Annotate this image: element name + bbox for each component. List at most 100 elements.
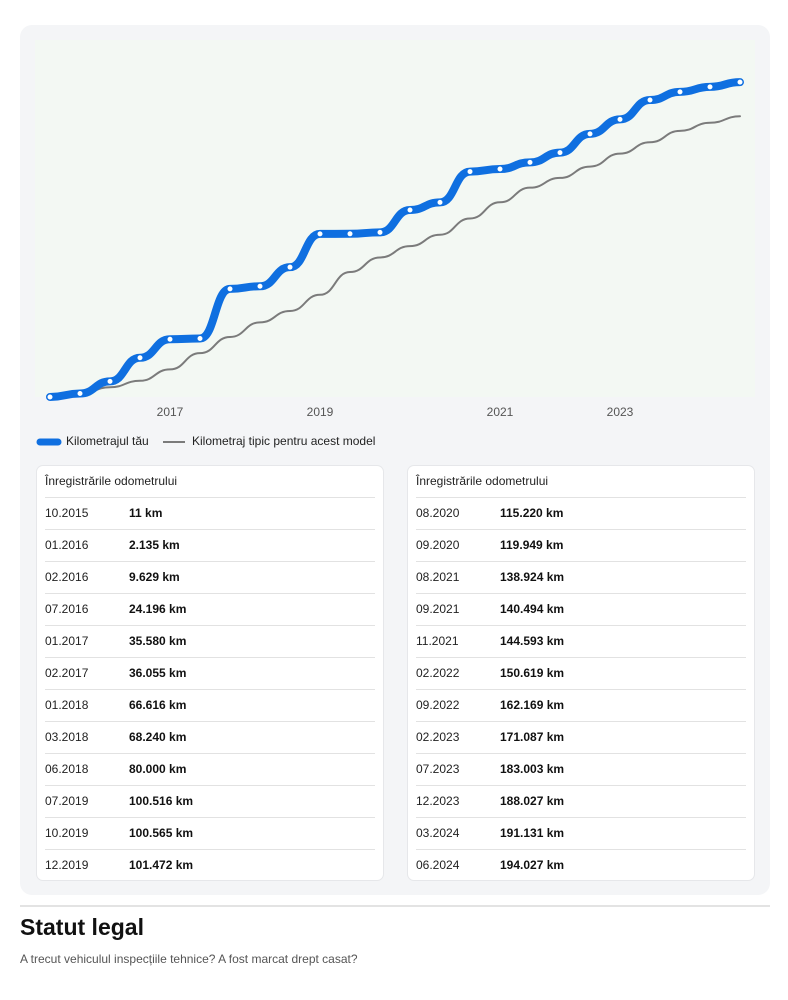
- record-value: 100.565 km: [129, 826, 194, 840]
- record-date: 11.2021: [416, 634, 459, 648]
- record-row: 10.2015 11 km: [45, 498, 375, 530]
- record-row: 09.2020 119.949 km: [416, 530, 746, 562]
- record-row: 01.2018 66.616 km: [45, 690, 375, 722]
- record-value: 24.196 km: [129, 602, 187, 616]
- records-table: Înregistrările odometrului 10.2015 11 km 0…: [37, 466, 383, 880]
- record-row: 07.2023 183.003 km: [416, 754, 746, 786]
- data-point: [136, 354, 144, 362]
- record-date: 06.2018: [45, 762, 89, 776]
- data-point: [376, 228, 384, 236]
- record-date: 12.2023: [416, 794, 460, 808]
- record-row: 02.2022 150.619 km: [416, 658, 746, 690]
- record-date: 08.2021: [416, 570, 460, 584]
- record-value: 194.027 km: [500, 858, 565, 872]
- data-point: [346, 230, 354, 238]
- record-date: 03.2018: [45, 730, 89, 744]
- record-row: 10.2019 100.565 km: [45, 818, 375, 850]
- record-value: 9.629 km: [129, 570, 180, 584]
- record-date: 09.2021: [416, 602, 460, 616]
- record-value: 150.619 km: [500, 666, 565, 680]
- record-date: 12.2019: [45, 858, 89, 872]
- divider: [20, 905, 770, 907]
- record-row: 03.2024 191.131 km: [416, 818, 746, 850]
- data-point: [226, 285, 234, 293]
- record-row: 09.2021 140.494 km: [416, 594, 746, 626]
- record-date: 01.2018: [45, 698, 89, 712]
- record-row: 08.2020 115.220 km: [416, 498, 746, 530]
- data-point: [646, 96, 654, 104]
- data-point: [526, 158, 534, 166]
- data-point: [436, 198, 444, 206]
- data-point: [76, 390, 84, 398]
- data-point: [286, 263, 294, 271]
- record-value: 171.087 km: [500, 730, 565, 744]
- x-tick-label: 2021: [487, 405, 514, 419]
- record-row: 06.2024 194.027 km: [416, 850, 746, 881]
- x-tick-label: 2023: [607, 405, 634, 419]
- record-row: 01.2017 35.580 km: [45, 626, 375, 658]
- record-date: 10.2015: [45, 506, 89, 520]
- record-row: 12.2023 188.027 km: [416, 786, 746, 818]
- record-row: 06.2018 80.000 km: [45, 754, 375, 786]
- record-value: 66.616 km: [129, 698, 187, 712]
- x-tick-label: 2019: [307, 405, 334, 419]
- record-value: 115.220 km: [500, 506, 564, 520]
- record-value: 36.055 km: [129, 666, 187, 680]
- record-value: 191.131 km: [500, 826, 565, 840]
- data-point: [166, 335, 174, 343]
- record-row: 01.2016 2.135 km: [45, 530, 375, 562]
- x-tick-label: 2017: [157, 405, 184, 419]
- record-date: 02.2022: [416, 666, 460, 680]
- data-point: [406, 206, 414, 214]
- record-value: 100.516 km: [129, 794, 194, 808]
- record-row: 07.2016 24.196 km: [45, 594, 375, 626]
- data-point: [736, 78, 744, 86]
- typical-line: [49, 115, 741, 398]
- record-date: 06.2024: [416, 858, 460, 872]
- record-date: 09.2020: [416, 538, 460, 552]
- record-row: 07.2019 100.516 km: [45, 786, 375, 818]
- data-point: [46, 393, 54, 401]
- table-title: Înregistrările odometrului: [416, 466, 746, 498]
- record-row: 12.2019 101.472 km: [45, 850, 375, 881]
- section-title: Statut legal: [20, 914, 144, 940]
- record-value: 101.472 km: [129, 858, 194, 872]
- record-row: 02.2023 171.087 km: [416, 722, 746, 754]
- record-value: 2.135 km: [129, 538, 180, 552]
- record-value: 11 km: [129, 506, 163, 520]
- data-point: [196, 334, 204, 342]
- legend-label: Kilometrajul tău: [66, 434, 149, 448]
- record-date: 02.2023: [416, 730, 460, 744]
- data-point: [616, 115, 624, 123]
- section-subtitle: A trecut vehiculul inspecțiile tehnice? …: [20, 952, 358, 966]
- record-date: 07.2023: [416, 762, 460, 776]
- data-point: [706, 83, 714, 91]
- data-point: [496, 165, 504, 173]
- record-row: 08.2021 138.924 km: [416, 562, 746, 594]
- record-date: 07.2019: [45, 794, 89, 808]
- data-point: [256, 282, 264, 290]
- chart: 2017 2019 2021 2023 Kilometrajul tău Kilometr…: [35, 40, 755, 448]
- data-point: [106, 377, 114, 385]
- record-date: 01.2016: [45, 538, 89, 552]
- table-title: Înregistrările odometrului: [45, 466, 375, 498]
- data-point: [556, 149, 564, 157]
- record-value: 183.003 km: [500, 762, 565, 776]
- records-table: Înregistrările odometrului 08.2020 115.22…: [408, 466, 754, 880]
- data-point: [466, 168, 474, 176]
- record-value: 144.593 km: [500, 634, 565, 648]
- record-value: 138.924 km: [500, 570, 565, 584]
- record-date: 02.2017: [45, 666, 89, 680]
- record-date: 09.2022: [416, 698, 460, 712]
- data-point: [676, 88, 684, 96]
- record-date: 08.2020: [416, 506, 460, 520]
- record-date: 03.2024: [416, 826, 460, 840]
- record-value: 140.494 km: [500, 602, 565, 616]
- record-value: 35.580 km: [129, 634, 187, 648]
- data-point: [586, 130, 594, 138]
- record-row: 09.2022 162.169 km: [416, 690, 746, 722]
- record-row: 02.2017 36.055 km: [45, 658, 375, 690]
- record-value: 119.949 km: [500, 538, 564, 552]
- record-value: 162.169 km: [500, 698, 565, 712]
